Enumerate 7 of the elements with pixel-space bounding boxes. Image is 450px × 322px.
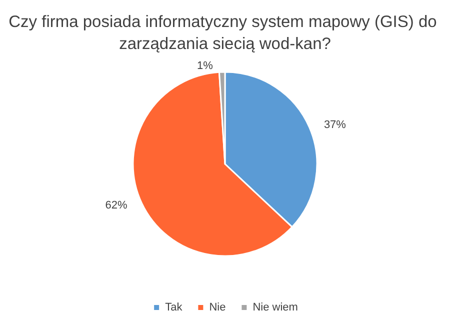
chart-title: Czy firma posiada informatyczny system mapowy (GIS) do zarządzania siecią wod-kan? <box>8 13 442 53</box>
data-label: 37% <box>324 119 346 132</box>
legend-label: Nie wiem <box>252 302 298 314</box>
legend-label: Nie <box>209 302 226 314</box>
legend-label: Tak <box>165 302 183 314</box>
data-label: 62% <box>105 200 128 212</box>
data-label: 1% <box>197 60 214 72</box>
